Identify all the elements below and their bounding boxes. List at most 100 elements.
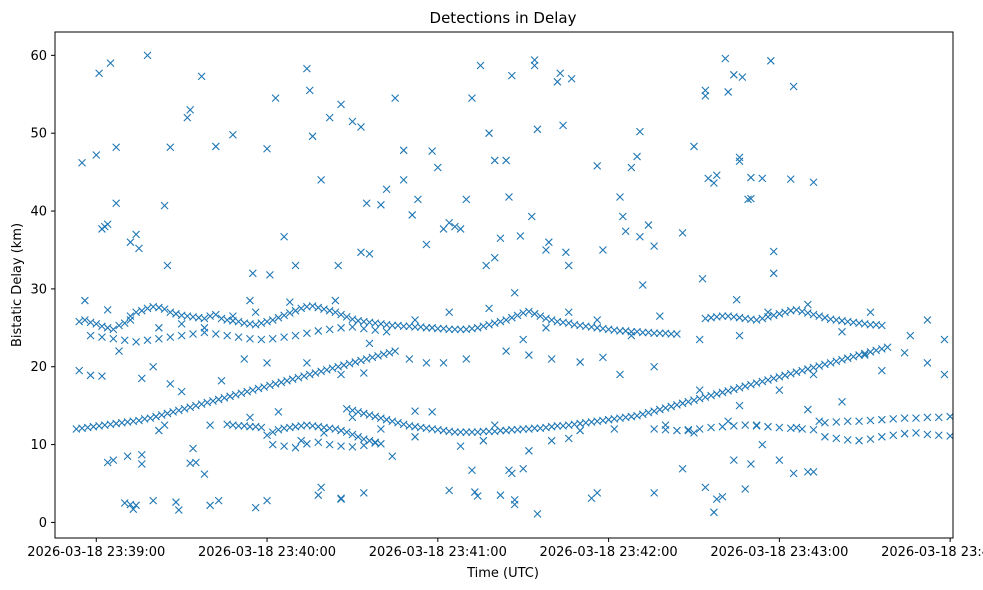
detection-marker <box>263 144 271 153</box>
detection-marker <box>362 355 371 363</box>
detection-marker <box>490 253 499 262</box>
detection-marker <box>690 396 698 405</box>
detection-marker <box>317 367 326 376</box>
detection-marker <box>866 348 875 356</box>
detection-marker <box>821 313 829 322</box>
detection-marker <box>246 334 254 343</box>
detection-marker <box>342 404 351 413</box>
detection-marker <box>815 362 824 370</box>
detection-marker <box>385 348 394 357</box>
detection-marker <box>200 470 209 479</box>
detection-marker <box>192 401 200 410</box>
detection-marker <box>160 305 169 314</box>
detection-marker <box>775 386 784 394</box>
detection-marker <box>260 383 269 391</box>
detection-marker <box>533 125 542 134</box>
detection-marker <box>883 343 892 352</box>
detection-marker <box>320 305 328 314</box>
detection-marker <box>650 425 659 433</box>
detection-marker <box>710 508 718 517</box>
detection-marker <box>231 390 240 399</box>
detection-marker <box>374 351 382 360</box>
detection-marker <box>707 423 715 432</box>
detection-marker <box>490 319 499 328</box>
detection-marker <box>507 71 516 80</box>
detection-marker <box>650 488 659 497</box>
detection-marker <box>553 422 562 430</box>
detection-marker <box>752 422 761 430</box>
detection-marker <box>832 418 841 426</box>
detection-marker <box>408 211 417 219</box>
detection-marker <box>633 411 641 420</box>
detection-marker <box>473 492 482 500</box>
detection-marker <box>667 330 676 338</box>
detection-marker <box>368 353 377 362</box>
detection-marker <box>411 407 419 415</box>
detection-marker <box>411 316 419 324</box>
detection-marker <box>470 488 479 496</box>
detection-marker <box>303 329 311 338</box>
detection-marker <box>257 423 266 432</box>
detection-marker <box>371 439 380 447</box>
detection-marker <box>516 232 525 240</box>
detection-marker <box>277 378 286 387</box>
detection-marker <box>137 450 146 459</box>
detection-marker <box>280 232 289 241</box>
detection-marker <box>456 225 465 233</box>
detection-marker <box>826 358 835 367</box>
x-tick-label: 2026-03-18 23:43:00 <box>710 545 848 560</box>
detection-marker <box>152 412 160 421</box>
detection-marker <box>220 393 229 402</box>
detection-marker <box>456 442 465 451</box>
detection-marker <box>616 327 624 335</box>
detection-marker <box>593 488 602 497</box>
detection-marker <box>809 370 818 379</box>
detection-marker <box>325 440 334 449</box>
detection-marker <box>291 306 300 315</box>
detection-marker <box>667 402 676 411</box>
detection-marker <box>305 86 314 95</box>
detection-marker <box>690 142 698 151</box>
detection-marker <box>291 261 300 270</box>
detection-marker <box>382 185 391 194</box>
detection-marker <box>877 344 886 353</box>
detection-marker <box>803 467 812 476</box>
detection-marker <box>359 441 368 450</box>
detection-marker <box>866 320 875 329</box>
detection-marker <box>146 414 155 423</box>
detection-marker <box>211 330 220 338</box>
detection-marker <box>815 417 824 426</box>
detection-marker <box>291 331 300 340</box>
detection-marker <box>553 77 562 86</box>
detection-marker <box>305 370 314 379</box>
detection-marker <box>112 143 121 152</box>
detection-marker <box>135 244 143 253</box>
detection-marker <box>673 400 681 409</box>
detection-marker <box>129 505 138 514</box>
detection-marker <box>618 212 627 221</box>
detection-marker <box>422 323 431 332</box>
y-tick-label: 30 <box>30 282 47 297</box>
detection-marker <box>311 369 320 377</box>
detection-marker <box>752 316 761 324</box>
detection-marker <box>177 331 186 340</box>
detection-marker <box>362 199 371 208</box>
detection-marker <box>357 123 365 131</box>
detection-marker <box>112 199 121 208</box>
detection-marker <box>206 312 215 321</box>
detection-marker <box>174 506 183 514</box>
detection-marker <box>135 416 143 425</box>
detection-marker <box>889 431 898 440</box>
detection-marker <box>507 425 516 434</box>
detection-marker <box>533 509 542 518</box>
detection-marker <box>80 296 89 305</box>
detection-marker <box>934 431 943 440</box>
detection-marker <box>451 222 459 231</box>
detection-marker <box>234 422 243 430</box>
detection-marker <box>758 377 767 386</box>
detection-marker <box>843 417 852 426</box>
detection-marker <box>462 428 471 437</box>
detection-marker <box>650 242 659 250</box>
detection-marker <box>382 415 391 424</box>
detection-marker <box>103 458 112 467</box>
